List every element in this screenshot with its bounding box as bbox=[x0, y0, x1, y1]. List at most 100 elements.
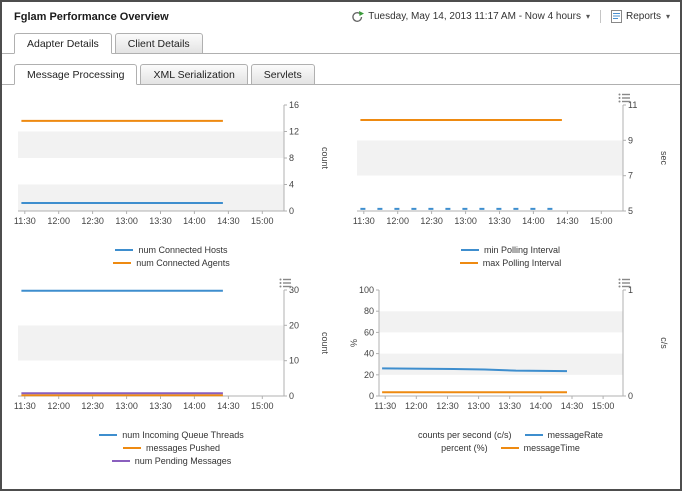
legend-swatch bbox=[460, 249, 479, 251]
legend-item: num Connected Agents bbox=[113, 258, 230, 268]
chart-legend: counts per second (c/s) messageRate percen… bbox=[349, 430, 672, 453]
legend-label: min Polling Interval bbox=[483, 245, 561, 255]
svg-text:14:30: 14:30 bbox=[217, 401, 240, 411]
chart-legend: num Connected Hosts num Connected Agents bbox=[10, 245, 333, 268]
svg-text:100: 100 bbox=[359, 285, 374, 295]
chart-legend: min Polling Interval max Polling Interval bbox=[349, 245, 672, 268]
svg-text:13:00: 13:00 bbox=[115, 216, 138, 226]
legend-label: num Connected Agents bbox=[136, 258, 230, 268]
legend-item: num Connected Hosts bbox=[115, 245, 228, 255]
chart-connected-hosts-agents: 11:30 12:00 12:30 13:00 13:30 14:00 14:30 15:00… bbox=[10, 97, 333, 268]
time-range-selector[interactable]: Tuesday, May 14, 2013 11:17 AM - Now 4 h… bbox=[368, 11, 581, 22]
svg-text:13:30: 13:30 bbox=[498, 401, 521, 411]
tab-client-details[interactable]: Client Details bbox=[114, 33, 203, 54]
tab-adapter-details[interactable]: Adapter Details bbox=[14, 33, 112, 54]
tab-xml-serialization[interactable]: XML Serialization bbox=[140, 64, 248, 85]
tab-message-processing[interactable]: Message Processing bbox=[14, 64, 138, 85]
svg-text:10: 10 bbox=[289, 356, 299, 366]
svg-text:0: 0 bbox=[628, 391, 633, 401]
header: Fglam Performance Overview Tuesday, May … bbox=[2, 2, 680, 28]
legend-label: num Connected Hosts bbox=[138, 245, 228, 255]
svg-text:8: 8 bbox=[289, 153, 294, 163]
legend-label: num Incoming Queue Threads bbox=[122, 430, 244, 440]
svg-text:9: 9 bbox=[628, 135, 633, 145]
chart-menu-icon[interactable] bbox=[279, 278, 291, 288]
legend-item: num Pending Messages bbox=[111, 456, 232, 466]
header-toolbar: Tuesday, May 14, 2013 11:17 AM - Now 4 h… bbox=[351, 10, 670, 23]
svg-text:15:00: 15:00 bbox=[251, 216, 274, 226]
legend-item: num Incoming Queue Threads bbox=[99, 430, 244, 440]
svg-text:14:00: 14:00 bbox=[183, 216, 206, 226]
svg-text:13:00: 13:00 bbox=[115, 401, 138, 411]
svg-text:14:00: 14:00 bbox=[530, 401, 553, 411]
chart-menu-icon[interactable] bbox=[618, 278, 630, 288]
svg-text:11:30: 11:30 bbox=[14, 401, 36, 411]
reports-caret-icon[interactable]: ▾ bbox=[665, 12, 670, 21]
legend-swatch bbox=[459, 262, 478, 264]
legend-item: max Polling Interval bbox=[459, 258, 562, 268]
svg-text:14:00: 14:00 bbox=[183, 401, 206, 411]
svg-text:12:00: 12:00 bbox=[405, 401, 428, 411]
svg-text:11:30: 11:30 bbox=[374, 401, 396, 411]
svg-text:0: 0 bbox=[369, 391, 374, 401]
legend-label: messages Pushed bbox=[145, 443, 221, 453]
legend-label: num Pending Messages bbox=[134, 456, 232, 466]
svg-text:count: count bbox=[320, 332, 330, 355]
svg-text:14:00: 14:00 bbox=[522, 216, 545, 226]
reports-button[interactable]: Reports bbox=[625, 11, 661, 22]
svg-text:sec: sec bbox=[659, 151, 669, 166]
svg-text:30: 30 bbox=[289, 285, 299, 295]
svg-text:12:30: 12:30 bbox=[420, 216, 443, 226]
chart-queue-threads-messages: 11:30 12:00 12:30 13:00 13:30 14:00 14:30 15:00… bbox=[10, 278, 333, 466]
svg-text:12:00: 12:00 bbox=[47, 401, 70, 411]
legend-swatch bbox=[115, 249, 134, 251]
toolbar-divider bbox=[599, 10, 601, 23]
chart-plot: 11:30 12:00 12:30 13:00 13:30 14:00 14:30 15:00… bbox=[353, 100, 669, 226]
svg-text:13:30: 13:30 bbox=[488, 216, 511, 226]
chart-polling-interval: 11:30 12:00 12:30 13:00 13:30 14:00 14:30 15:00… bbox=[349, 93, 672, 268]
svg-text:%: % bbox=[349, 339, 359, 347]
svg-text:13:00: 13:00 bbox=[454, 216, 477, 226]
svg-text:60: 60 bbox=[364, 327, 374, 337]
svg-text:12:00: 12:00 bbox=[386, 216, 409, 226]
svg-text:0: 0 bbox=[289, 391, 294, 401]
time-range-caret-icon[interactable]: ▾ bbox=[585, 12, 590, 21]
legend-unit-label: counts per second (c/s) bbox=[417, 430, 512, 440]
svg-text:14:30: 14:30 bbox=[561, 401, 584, 411]
svg-text:13:30: 13:30 bbox=[149, 216, 172, 226]
svg-text:12:30: 12:30 bbox=[436, 401, 459, 411]
svg-text:12:30: 12:30 bbox=[81, 216, 104, 226]
svg-text:11:30: 11:30 bbox=[14, 216, 36, 226]
svg-text:c/s: c/s bbox=[659, 337, 669, 349]
legend-item: percent (%) messageTime bbox=[441, 443, 580, 453]
svg-text:11: 11 bbox=[628, 100, 637, 110]
svg-text:7: 7 bbox=[628, 171, 633, 181]
svg-text:40: 40 bbox=[364, 349, 374, 359]
sub-tab-bar: Message Processing XML Serialization Ser… bbox=[2, 59, 680, 85]
legend-unit-label: percent (%) bbox=[441, 443, 488, 453]
legend-swatch bbox=[524, 434, 543, 436]
svg-text:13:30: 13:30 bbox=[149, 401, 172, 411]
svg-text:1: 1 bbox=[628, 285, 633, 295]
svg-text:count: count bbox=[320, 147, 330, 170]
svg-text:4: 4 bbox=[289, 180, 294, 190]
svg-text:20: 20 bbox=[289, 320, 299, 330]
svg-text:13:00: 13:00 bbox=[467, 401, 490, 411]
legend-swatch bbox=[111, 460, 130, 462]
svg-text:14:30: 14:30 bbox=[217, 216, 240, 226]
legend-label: messageRate bbox=[547, 430, 604, 440]
legend-label: max Polling Interval bbox=[482, 258, 562, 268]
reports-icon bbox=[610, 10, 622, 23]
chart-menu-icon[interactable] bbox=[618, 93, 630, 103]
svg-text:80: 80 bbox=[364, 306, 374, 316]
svg-text:12: 12 bbox=[289, 127, 299, 137]
svg-text:16: 16 bbox=[289, 100, 299, 110]
legend-swatch bbox=[113, 262, 132, 264]
legend-item: messages Pushed bbox=[122, 443, 221, 453]
legend-swatch bbox=[122, 447, 141, 449]
svg-text:15:00: 15:00 bbox=[590, 216, 613, 226]
svg-text:5: 5 bbox=[628, 206, 633, 216]
time-range-icon bbox=[351, 10, 365, 23]
tab-servlets[interactable]: Servlets bbox=[250, 64, 315, 85]
